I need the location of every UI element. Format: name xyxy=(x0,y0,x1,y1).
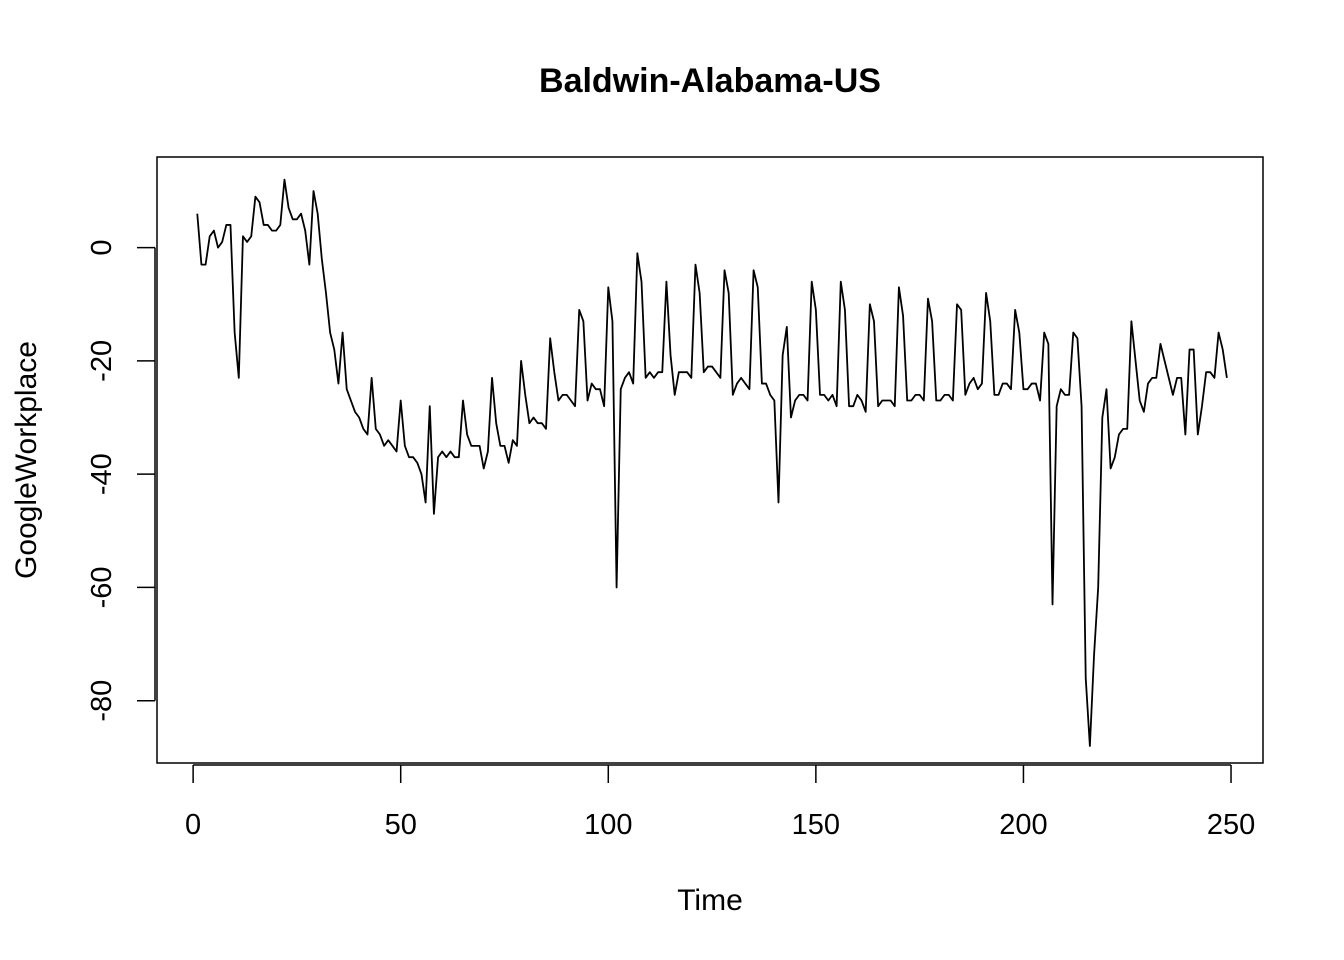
x-tick-label-5: 250 xyxy=(1207,809,1255,841)
y-axis-label: GoogleWorkplace xyxy=(10,341,43,579)
plot-area-border xyxy=(156,156,1264,764)
x-tick-label-3: 150 xyxy=(792,809,840,841)
x-axis: 0 50 100 150 200 250 xyxy=(185,764,1255,841)
y-tick-label-1: -20 xyxy=(86,340,118,382)
x-tick-label-0: 0 xyxy=(185,809,201,841)
series-layer xyxy=(196,178,1228,747)
y-tick-label-4: -80 xyxy=(86,680,118,722)
x-tick-label-1: 50 xyxy=(385,809,417,841)
x-tick-label-4: 200 xyxy=(999,809,1047,841)
series-line-0 xyxy=(196,178,1228,747)
chart-title: Baldwin-Alabama-US xyxy=(539,62,881,100)
x-axis-label: Time xyxy=(677,884,743,917)
y-tick-label-2: -40 xyxy=(86,453,118,495)
x-tick-label-2: 100 xyxy=(584,809,632,841)
y-tick-label-3: -60 xyxy=(86,566,118,608)
y-axis: 0 -20 -40 -60 -80 xyxy=(86,240,156,722)
y-tick-label-0: 0 xyxy=(86,240,118,256)
